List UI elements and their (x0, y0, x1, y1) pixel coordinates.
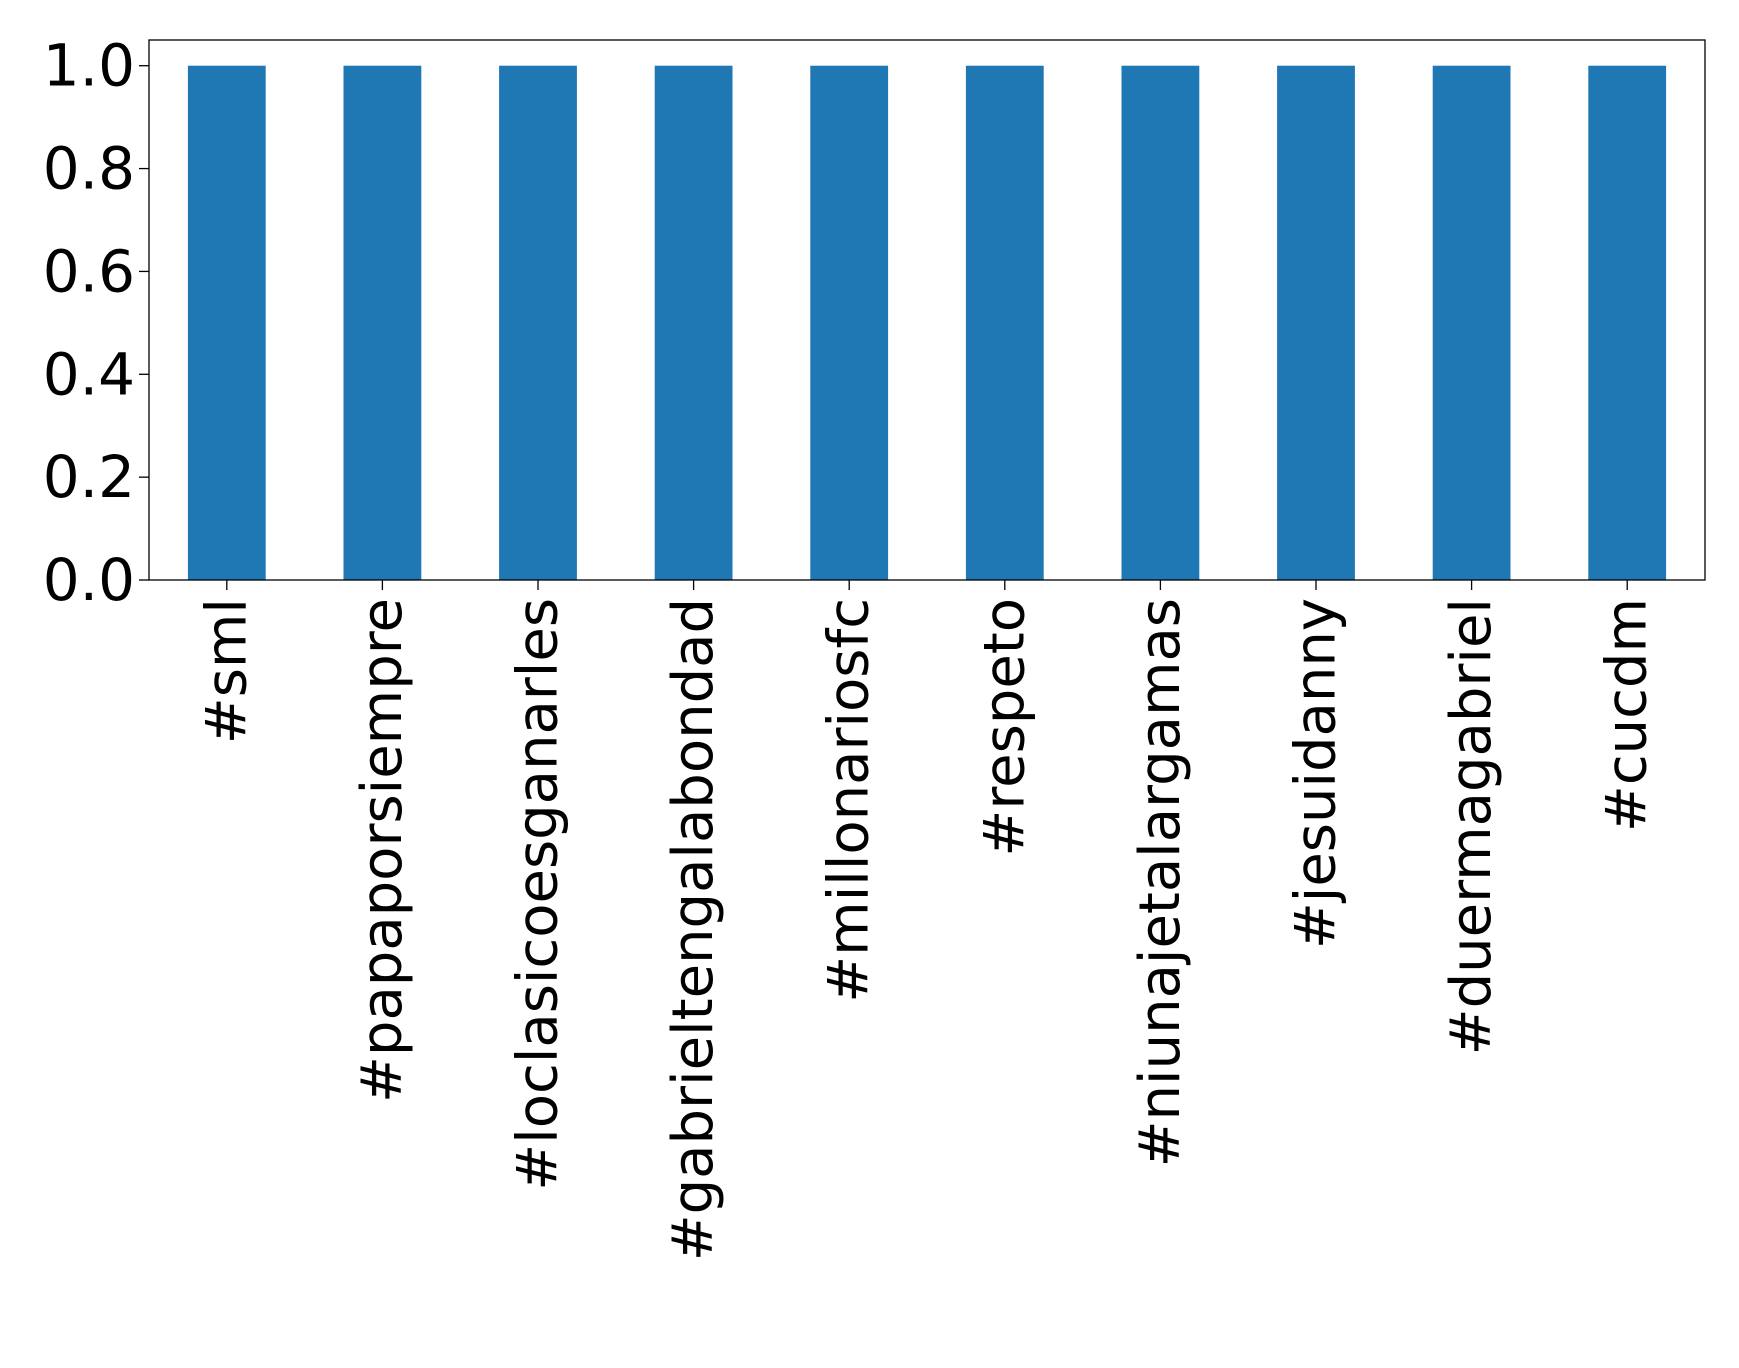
plot-frame (148, 39, 1706, 581)
bar (343, 65, 422, 580)
bar (1277, 65, 1355, 580)
x-tick-label: #cucdm (1595, 598, 1660, 832)
x-tick-label: #respeto (972, 598, 1037, 857)
bar (654, 65, 733, 580)
x-tick-label: #papaporsiempre (350, 598, 415, 1103)
y-tick-label: 0.8 (43, 135, 135, 203)
y-tick-label: 0.6 (43, 237, 135, 305)
x-tick-label: #sml (194, 598, 259, 744)
bar (810, 65, 889, 580)
bar (187, 65, 266, 580)
x-tick-label: #duermagabriel (1439, 598, 1504, 1055)
bar (1588, 65, 1667, 580)
y-tick-label: 0.2 (43, 443, 135, 511)
x-tick-label: #jesuidanny (1284, 598, 1349, 949)
x-tick-label: #loclasicoesganarles (506, 598, 571, 1191)
x-axis: #sml #papaporsiempre #loclasicoesganarles #… (194, 580, 1660, 1261)
bars-group (187, 65, 1667, 580)
bar (1432, 65, 1511, 580)
y-tick-label: 0.0 (43, 546, 135, 614)
y-axis: 0.0 0.2 0.4 0.6 0.8 1.0 (43, 32, 149, 614)
x-tick-label: #gabrieltengalabondad (661, 598, 726, 1261)
y-tick-label: 0.4 (43, 340, 135, 408)
x-tick-label: #niunajetalargamas (1128, 598, 1193, 1167)
bar (499, 65, 577, 580)
bar (1121, 65, 1200, 580)
bar (965, 65, 1044, 580)
x-tick-label: #millonariosfc (817, 598, 882, 1003)
y-tick-label: 1.0 (43, 32, 135, 100)
